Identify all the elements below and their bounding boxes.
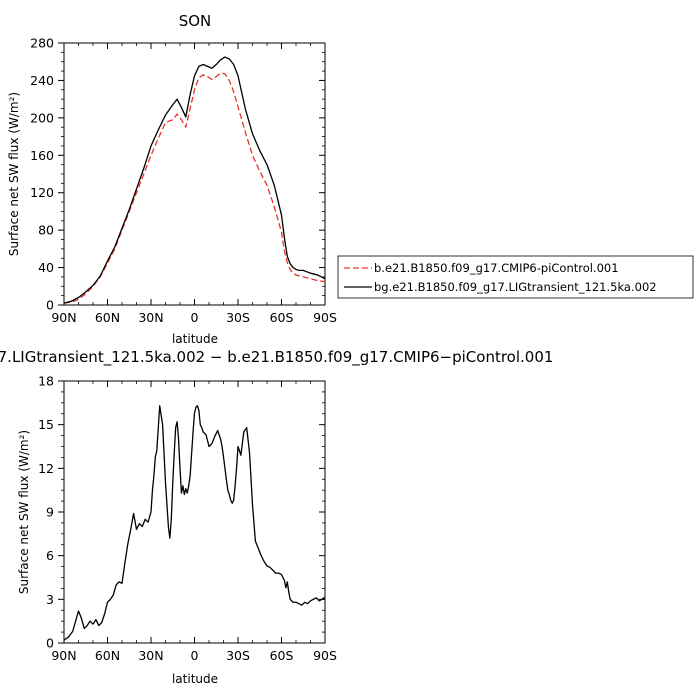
top-chart-title: SON — [179, 12, 212, 30]
legend-label-picontrol: b.e21.B1850.f09_g17.CMIP6-piControl.001 — [374, 261, 619, 275]
y-tick-label: 9 — [46, 505, 54, 520]
x-tick-label: 60S — [270, 648, 294, 663]
x-tick-label: 60S — [270, 310, 294, 325]
bottom-x-axis-label: latitude — [172, 672, 218, 686]
y-tick-label: 80 — [38, 223, 54, 238]
bottom-y-axis-label: Surface net SW flux (W/m²) — [17, 430, 31, 594]
legend-box — [337, 255, 694, 299]
x-tick-label: 30S — [226, 648, 250, 663]
x-tick-label: 0 — [191, 648, 199, 663]
y-tick-label: 200 — [30, 110, 54, 125]
bottom-chart-panel: bg.e21.B1850.f09_g17.LIGtransient_121.5k… — [0, 348, 553, 686]
x-tick-label: 0 — [191, 310, 199, 325]
x-tick-label: 60N — [95, 310, 120, 325]
legend-label-ligtransient: bg.e21.B1850.f09_g17.LIGtransient_121.5k… — [374, 280, 657, 294]
series-line-0-1 — [63, 56, 326, 304]
top-plot-frame — [63, 42, 326, 306]
y-tick-label: 160 — [30, 148, 54, 163]
y-tick-label: 40 — [38, 260, 54, 275]
bottom-axis-ticks: 90N 60N 30N 0 30S 60S 90S 0 3 6 9 12 15 18 — [38, 374, 337, 664]
top-chart-panel: SON 90N 60N 30N 0 30S 60S 90S 0 40 80 120 160 200 240… — [7, 12, 337, 346]
x-tick-label: 90N — [51, 310, 76, 325]
top-axis-ticks: 90N 60N 30N 0 30S 60S 90S 0 40 80 120 160 200 240 280 — [30, 36, 337, 326]
x-tick-label: 90S — [313, 310, 337, 325]
bottom-ylabel-group: Surface net SW flux (W/m²) — [17, 430, 31, 594]
x-tick-label: 90N — [51, 648, 76, 663]
x-tick-label: 90S — [313, 648, 337, 663]
y-tick-label: 3 — [46, 592, 54, 607]
y-tick-label: 240 — [30, 73, 54, 88]
top-x-axis-label: latitude — [172, 332, 218, 346]
top-series-lines — [63, 56, 326, 304]
x-tick-label: 30N — [138, 648, 163, 663]
top-ylabel-group: Surface net SW flux (W/m²) — [7, 92, 21, 256]
x-tick-label: 60N — [95, 648, 120, 663]
series-line-1-0 — [63, 405, 326, 641]
y-tick-label: 6 — [46, 548, 54, 563]
x-tick-label: 30S — [226, 310, 250, 325]
legend: b.e21.B1850.f09_g17.CMIP6-piControl.001 … — [337, 255, 694, 299]
y-tick-label: 15 — [38, 417, 54, 432]
y-tick-label: 120 — [30, 185, 54, 200]
bottom-series-lines — [63, 405, 326, 641]
x-tick-label: 30N — [138, 310, 163, 325]
y-tick-label: 0 — [46, 298, 54, 313]
y-tick-label: 12 — [38, 461, 54, 476]
top-y-axis-label: Surface net SW flux (W/m²) — [7, 92, 21, 256]
bottom-chart-title: bg.e21.B1850.f09_g17.LIGtransient_121.5k… — [0, 348, 553, 367]
y-tick-label: 18 — [38, 374, 54, 389]
y-tick-label: 0 — [46, 636, 54, 651]
y-tick-label: 280 — [30, 36, 54, 51]
